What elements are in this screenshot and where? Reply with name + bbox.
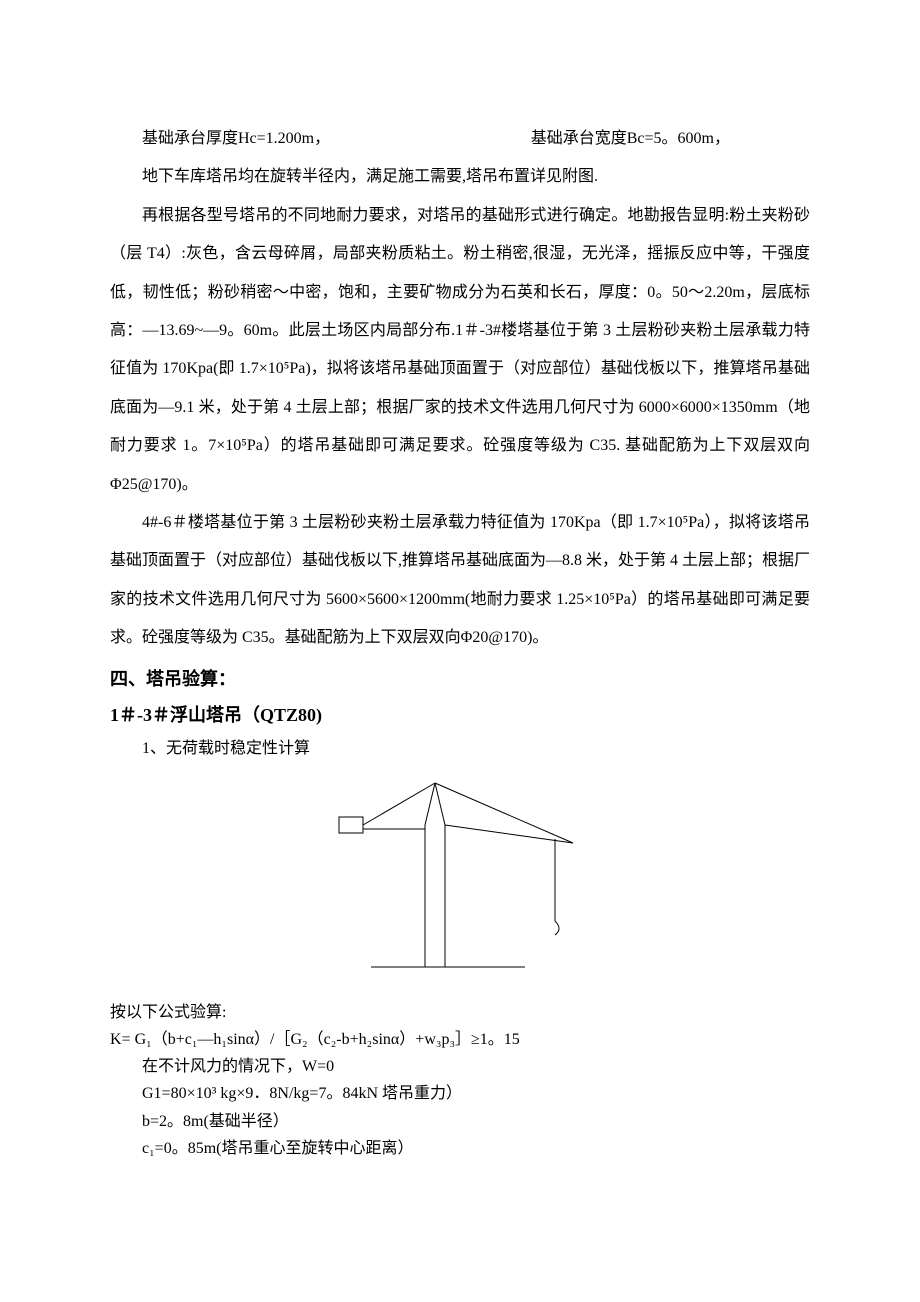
layout-note: 地下车库塔吊均在旋转半径内，满足施工需要,塔吊布置详见附图. (110, 158, 810, 196)
section-heading-4: 四、塔吊验算： (110, 661, 810, 697)
calc-line-3: b=2。8m(基础半径） (110, 1108, 810, 1135)
crane-diagram (110, 771, 810, 996)
calc-line-2: G1=80×10³ kg×9．8N/kg=7。84kN 塔吊重力） (110, 1080, 810, 1107)
calc-line-1: 在不计风力的情况下，W=0 (110, 1053, 810, 1080)
calc-title-1: 1、无荷载时稳定性计算 (110, 733, 810, 765)
formula-line: K= G₁（b+c₁—h₁sinα）/［G₂（c₂-b+h₂sinα）+w₃p₃… (110, 1026, 810, 1053)
paragraph-geology-1-text: 再根据各型号塔吊的不同地耐力要求，对塔吊的基础形式进行确定。地勘报告显明:粉土夹… (110, 207, 810, 493)
calc-line-4: c₁=0。85m(塔吊重心至旋转中心距离） (110, 1135, 810, 1162)
hc-value: 基础承台厚度Hc=1.200m， (110, 120, 330, 158)
formula-label: 按以下公式验算: (110, 999, 810, 1026)
paragraph-geology-1: 再根据各型号塔吊的不同地耐力要求，对塔吊的基础形式进行确定。地勘报告显明:粉土夹… (110, 197, 810, 504)
crane-svg (325, 771, 595, 981)
bc-value: 基础承台宽度Bc=5。600m， (499, 120, 730, 158)
subsection-heading-crane: 1＃-3＃浮山塔吊（QTZ80) (110, 697, 810, 733)
paragraph-geology-2: 4#-6＃楼塔基位于第 3 土层粉砂夹粉土层承载力特征值为 170Kpa（即 1… (110, 504, 810, 658)
foundation-dimensions: 基础承台厚度Hc=1.200m， 基础承台宽度Bc=5。600m， (110, 120, 810, 158)
paragraph-geology-2-text: 4#-6＃楼塔基位于第 3 土层粉砂夹粉土层承载力特征值为 170Kpa（即 1… (110, 514, 810, 646)
